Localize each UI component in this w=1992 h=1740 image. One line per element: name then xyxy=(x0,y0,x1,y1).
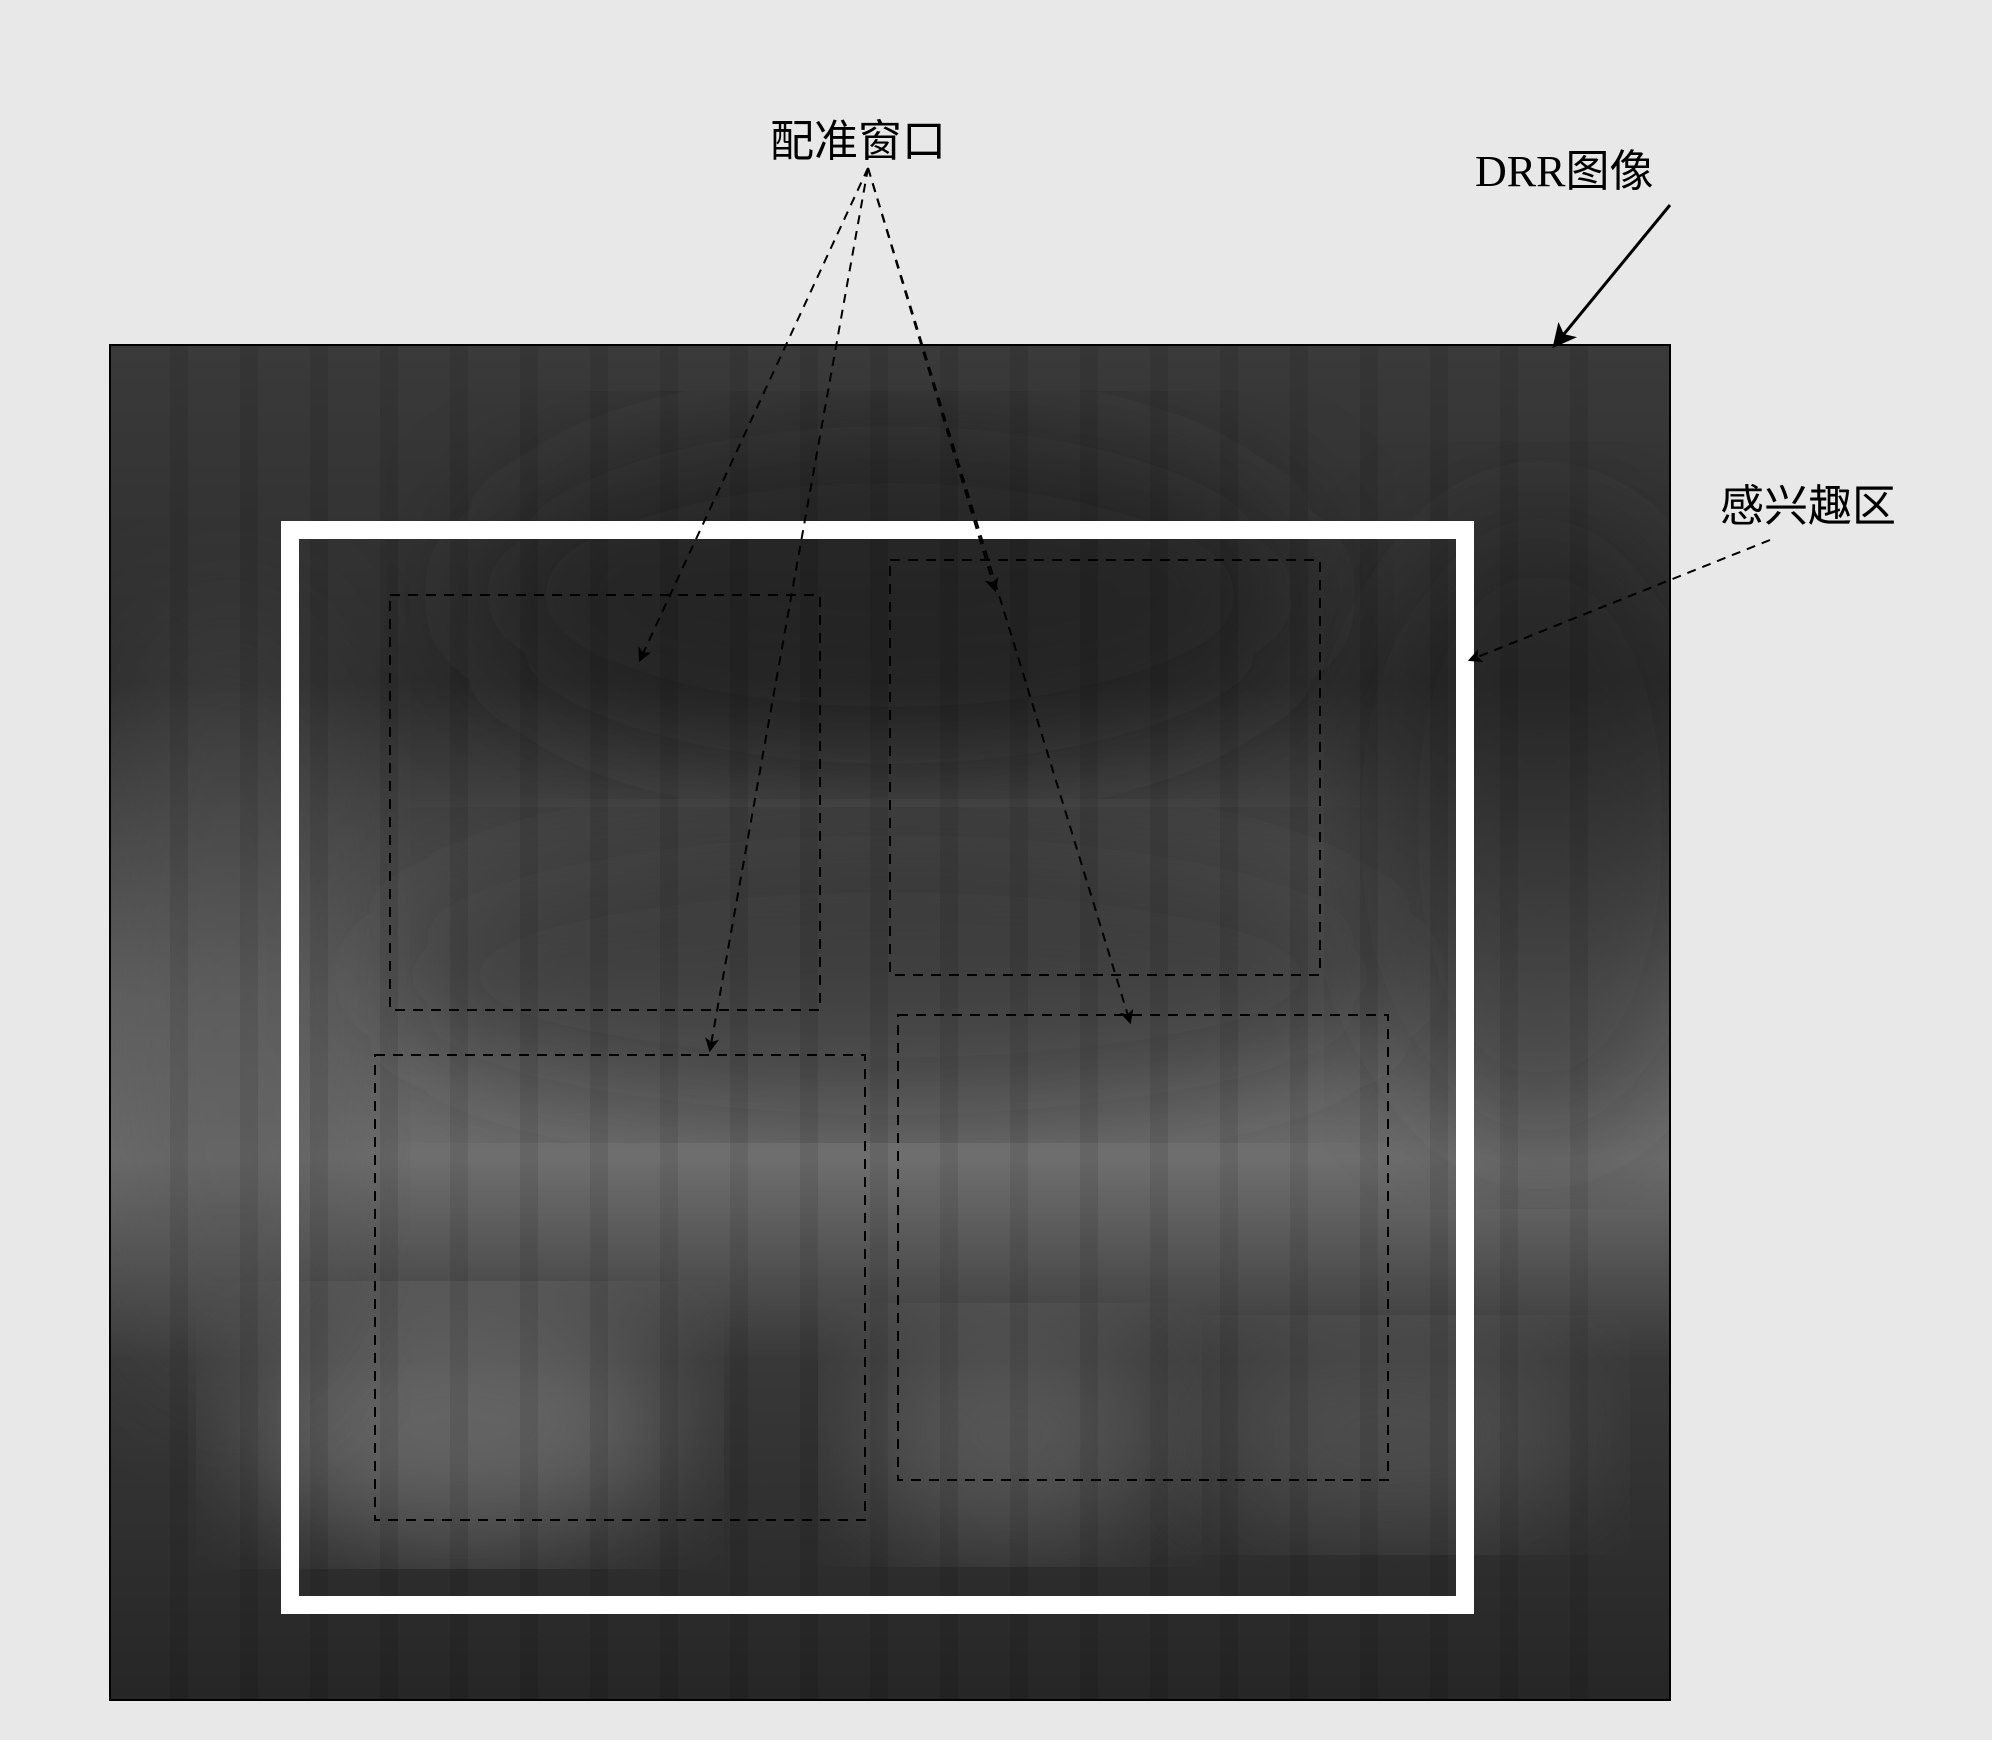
diagram-canvas xyxy=(0,0,1992,1740)
arrow-drr-image xyxy=(1555,205,1670,345)
